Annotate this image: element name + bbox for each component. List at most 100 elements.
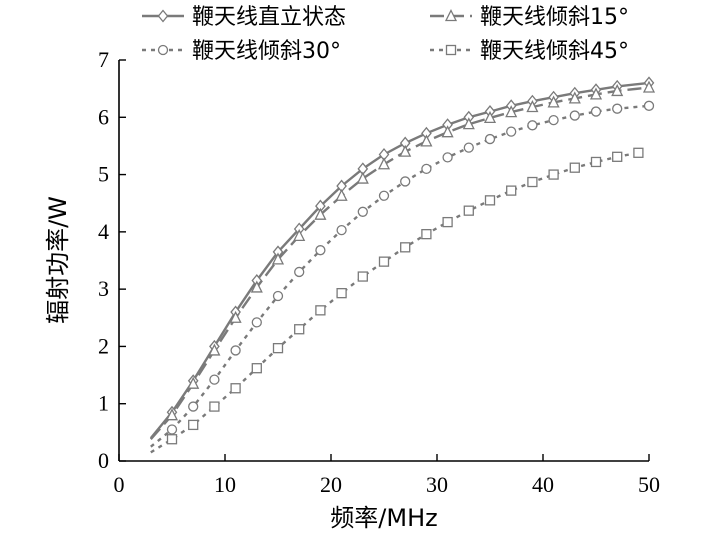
series-line-4 — [150, 151, 639, 454]
series-3-point — [336, 224, 347, 236]
series-line-3 — [150, 104, 650, 448]
x-tick-label: 40 — [532, 472, 554, 497]
series-4-point — [357, 271, 368, 282]
series-2-point — [250, 280, 263, 293]
series-2-point — [420, 134, 433, 147]
series-2-point — [208, 343, 221, 356]
y-tick-label: 4 — [98, 219, 109, 244]
series-2-point — [377, 157, 391, 170]
x-tick-label: 10 — [214, 472, 236, 497]
series-4-point — [166, 434, 178, 445]
series-line-1 — [149, 81, 650, 439]
series-line-2 — [149, 86, 650, 440]
series-3-point — [315, 245, 326, 256]
y-tick-label: 0 — [98, 448, 109, 473]
series-3-point — [548, 115, 559, 126]
y-tick-label: 2 — [98, 333, 109, 358]
series-4-point — [272, 342, 284, 354]
series-2-point — [399, 144, 412, 157]
series-2-point — [293, 228, 306, 242]
y-tick-label: 7 — [98, 47, 109, 72]
x-tick-label: 50 — [638, 472, 660, 497]
legend-label-2: 鞭天线倾斜15° — [480, 5, 629, 30]
y-tick-label: 3 — [98, 276, 109, 301]
series-3-point — [484, 133, 496, 145]
series-4-point — [378, 256, 390, 267]
series-3-point — [569, 110, 580, 121]
series-4-point — [548, 169, 559, 180]
series-2-point — [547, 95, 560, 108]
plot-markers — [165, 76, 656, 445]
series-2-point — [568, 91, 581, 104]
series-2-point — [611, 83, 624, 97]
series-3-point — [463, 142, 474, 153]
series-2-point — [462, 117, 475, 130]
series-3-point — [400, 176, 411, 187]
series-2-point — [229, 310, 242, 323]
y-tick-label: 5 — [98, 162, 109, 187]
series-4-point — [463, 205, 474, 216]
legend: 鞭天线直立状态 鞭天线倾斜15° 鞭天线倾斜30° 鞭天线倾斜45° — [142, 5, 629, 64]
series-2-point — [356, 171, 369, 184]
series-3-point — [294, 266, 305, 278]
series-4-point — [442, 216, 453, 228]
series-2-point — [271, 252, 285, 265]
y-tick-label: 1 — [98, 391, 109, 416]
series-4-point — [230, 383, 241, 394]
series-4-point — [590, 156, 602, 168]
series-4-point — [336, 288, 347, 299]
legend-marker-2 — [444, 9, 458, 22]
series-3-point — [643, 100, 655, 111]
legend-marker-4 — [445, 44, 457, 56]
series-3-point — [166, 424, 178, 435]
series-3-point — [209, 374, 220, 385]
series-4-point — [251, 363, 262, 374]
legend-label-1: 鞭天线直立状态 — [192, 5, 346, 30]
series-4-point — [484, 195, 496, 206]
legend-label-3: 鞭天线倾斜30° — [192, 39, 341, 64]
series-2-point — [335, 188, 348, 201]
series-3-point — [590, 106, 602, 117]
series-4-point — [315, 305, 326, 316]
y-tick-label: 6 — [98, 104, 109, 129]
plot-lines — [149, 81, 650, 454]
series-4-point — [294, 324, 305, 335]
legend-label-4: 鞭天线倾斜45° — [480, 39, 629, 64]
axes: 0 1 2 3 4 5 6 7 0 10 20 30 40 50 — [98, 47, 660, 497]
series-2-point — [642, 80, 656, 93]
series-3-point — [230, 345, 241, 356]
series-4-point — [527, 176, 538, 188]
series-4-point — [633, 147, 644, 158]
series-3-point — [612, 103, 623, 114]
y-axis-title: 辐射功率/W — [44, 196, 72, 324]
series-4-point — [188, 419, 199, 431]
series-4-point — [209, 401, 220, 412]
series-2-point — [441, 125, 454, 138]
series-3-point — [378, 190, 390, 201]
legend-marker-3 — [157, 44, 169, 56]
x-tick-label: 30 — [426, 472, 448, 497]
series-2-point — [526, 100, 539, 113]
series-3-point — [421, 163, 432, 174]
x-tick-label: 20 — [320, 472, 342, 497]
series-4-point — [569, 162, 580, 173]
series-4-point — [421, 228, 432, 240]
series-3-point — [357, 206, 368, 217]
series-2-point — [314, 207, 327, 220]
series-3-point — [506, 126, 517, 137]
series-2-point — [505, 105, 518, 118]
series-2-point — [483, 110, 497, 124]
legend-marker-1 — [157, 9, 169, 23]
x-tick-label: 0 — [114, 472, 125, 497]
series-2-point — [165, 408, 179, 421]
x-axis-title: 频率/MHz — [330, 504, 437, 532]
series-4-point — [612, 151, 623, 162]
series-3-point — [251, 317, 262, 328]
series-2-point — [187, 376, 200, 389]
series-3-point — [442, 152, 453, 163]
series-4-point — [400, 242, 411, 253]
series-3-point — [272, 290, 284, 302]
series-3-point — [527, 120, 538, 131]
series-3-point — [188, 401, 199, 412]
